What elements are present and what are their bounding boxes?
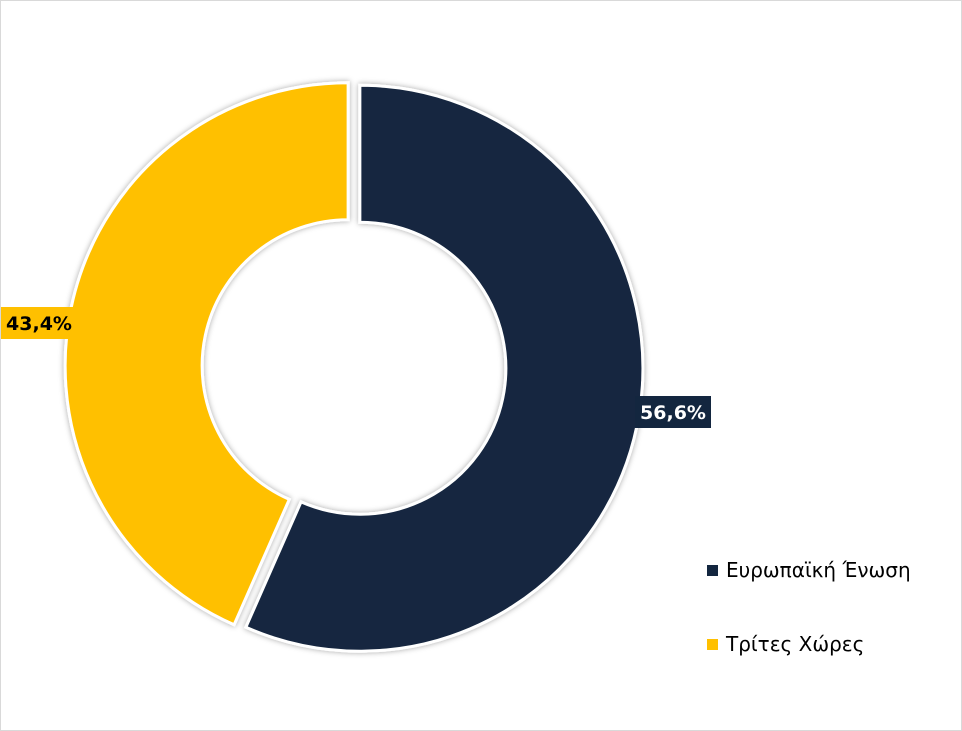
legend: Ευρωπαϊκή Ένωση Τρίτες Χώρες bbox=[707, 557, 911, 705]
data-label-box-third-countries bbox=[1, 307, 77, 339]
slice-european-union bbox=[243, 83, 645, 653]
data-label-text-third-countries: 43,4% bbox=[6, 313, 72, 335]
legend-item-european-union: Ευρωπαϊκή Ένωση bbox=[707, 557, 911, 583]
legend-item-third-countries: Τρίτες Χώρες bbox=[707, 631, 911, 657]
data-label-text-european-union: 56,6% bbox=[640, 402, 706, 424]
data-labels: 56,6% 43,4% bbox=[1, 307, 711, 428]
legend-swatch-european-union bbox=[707, 564, 718, 576]
legend-swatch-third-countries bbox=[707, 638, 718, 650]
slice-third-countries bbox=[63, 81, 350, 627]
legend-label-european-union: Ευρωπαϊκή Ένωση bbox=[726, 558, 911, 582]
data-label-european-union: 56,6% bbox=[635, 396, 711, 428]
legend-label-third-countries: Τρίτες Χώρες bbox=[726, 632, 865, 656]
donut-slices bbox=[63, 81, 645, 653]
data-label-third-countries: 43,4% bbox=[1, 307, 77, 339]
data-label-box-european-union bbox=[635, 396, 711, 428]
